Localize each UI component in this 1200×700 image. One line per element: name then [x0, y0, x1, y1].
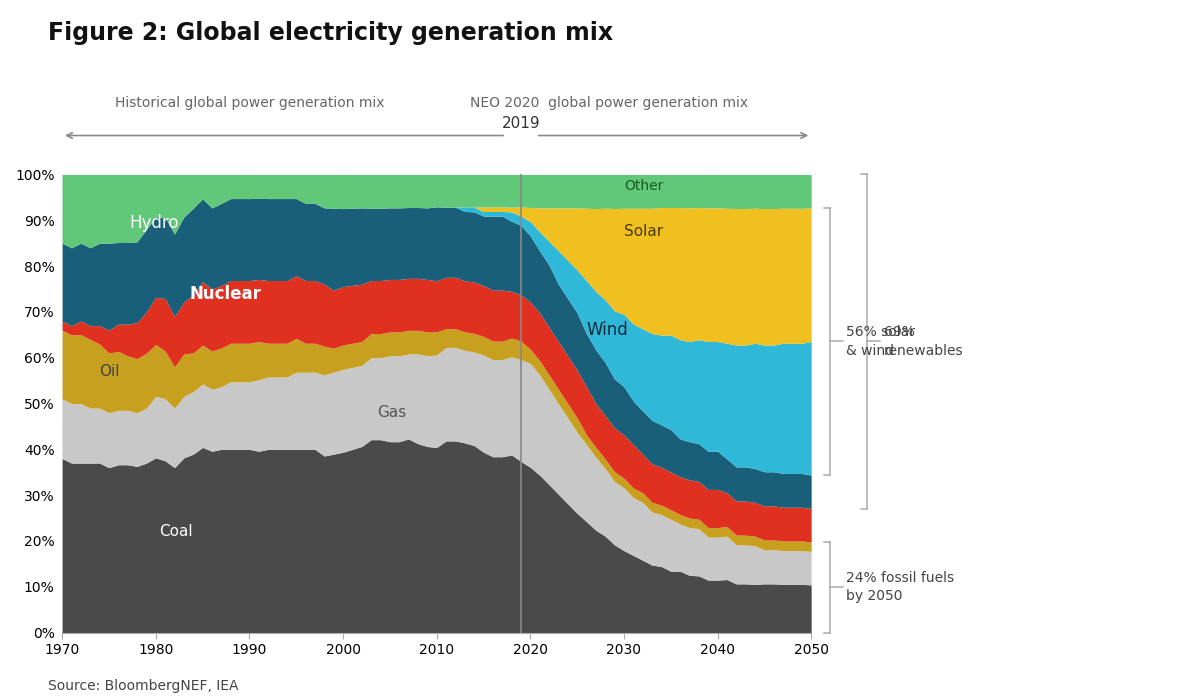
- Text: Source: BloombergNEF, IEA: Source: BloombergNEF, IEA: [48, 679, 239, 693]
- Text: Hydro: Hydro: [130, 214, 179, 232]
- Text: Coal: Coal: [160, 524, 193, 539]
- Text: 24% fossil fuels
by 2050: 24% fossil fuels by 2050: [846, 571, 954, 603]
- Text: Figure 2: Global electricity generation mix: Figure 2: Global electricity generation …: [48, 21, 613, 45]
- Text: 2019: 2019: [502, 116, 540, 131]
- Text: Solar: Solar: [624, 224, 664, 239]
- Text: Historical global power generation mix: Historical global power generation mix: [115, 97, 384, 111]
- Text: 56% solar
& wind: 56% solar & wind: [846, 326, 916, 358]
- Text: Oil: Oil: [100, 364, 120, 379]
- Text: Nuclear: Nuclear: [190, 285, 262, 302]
- Text: NEO 2020  global power generation mix: NEO 2020 global power generation mix: [470, 97, 748, 111]
- Text: Wind: Wind: [587, 321, 629, 340]
- Text: 69%
renewables: 69% renewables: [884, 326, 964, 358]
- Text: Gas: Gas: [377, 405, 406, 420]
- Text: Other: Other: [624, 179, 664, 193]
